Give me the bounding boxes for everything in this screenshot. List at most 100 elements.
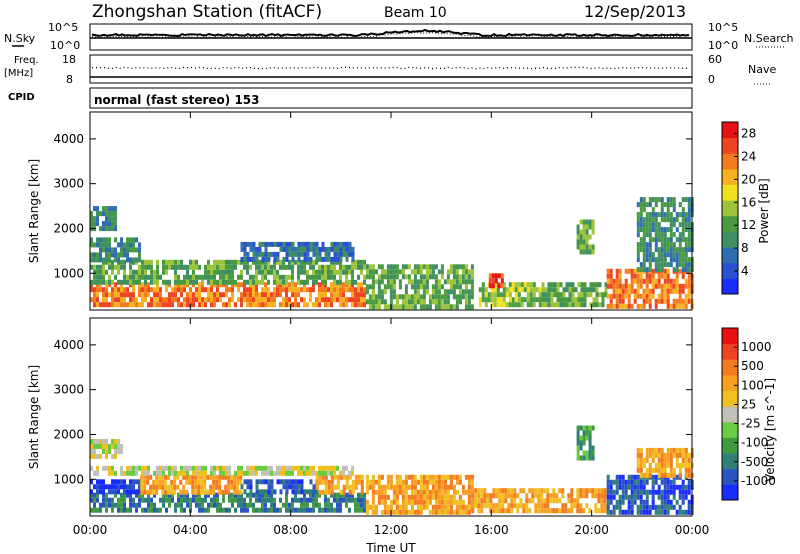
- power-cell: [380, 274, 384, 280]
- velocity-cell: [183, 497, 186, 503]
- power-cell: [168, 292, 171, 298]
- velocity-cell: [684, 467, 688, 473]
- power-cell: [228, 259, 231, 265]
- power-cell: [258, 269, 261, 275]
- power-cell: [660, 212, 664, 218]
- velocity-cell: [492, 493, 496, 499]
- velocity-colorbar-tick-label: -25: [741, 417, 761, 431]
- power-cell: [207, 279, 210, 285]
- power-cell: [660, 242, 664, 248]
- power-cell: [669, 202, 673, 208]
- velocity-cell: [380, 484, 384, 490]
- cpid-label: CPID: [8, 92, 35, 103]
- velocity-cell: [582, 430, 586, 436]
- velocity-cell: [222, 470, 225, 476]
- power-cell: [687, 232, 691, 238]
- power-cell: [147, 264, 150, 270]
- velocity-cell: [216, 497, 219, 503]
- power-cell: [377, 274, 381, 280]
- velocity-cell: [174, 502, 177, 508]
- velocity-cell: [633, 484, 637, 490]
- power-cell: [300, 241, 304, 247]
- velocity-cell: [561, 488, 565, 494]
- power-cell: [360, 264, 363, 270]
- power-cell: [666, 227, 670, 233]
- power-cell: [380, 299, 384, 305]
- power-cell: [156, 269, 159, 275]
- velocity-cell: [351, 492, 354, 498]
- power-cell: [496, 297, 500, 303]
- velocity-cell: [666, 484, 670, 490]
- power-cell: [276, 259, 279, 265]
- power-cell: [416, 294, 420, 300]
- power-cell: [458, 284, 462, 290]
- power-cell: [660, 207, 664, 213]
- power-cell: [348, 297, 351, 303]
- power-cell: [618, 268, 622, 274]
- velocity-cell: [132, 489, 135, 495]
- power-cell: [389, 279, 393, 285]
- power-cell: [210, 279, 213, 285]
- velocity-cell: [561, 493, 565, 499]
- velocity-cell: [201, 502, 204, 508]
- power-cell: [315, 246, 319, 252]
- station-title: Zhongshan Station (fitACF): [92, 2, 322, 22]
- power-cell: [517, 292, 521, 298]
- power-cell: [132, 279, 135, 285]
- velocity-cell: [218, 479, 222, 485]
- power-cell: [102, 274, 105, 280]
- velocity-cell: [446, 484, 450, 490]
- power-cell: [657, 298, 661, 304]
- power-cell: [654, 227, 658, 233]
- velocity-cell: [129, 479, 132, 485]
- velocity-cell: [609, 484, 613, 490]
- velocity-cell: [642, 479, 646, 485]
- power-cell: [123, 242, 126, 248]
- power-cell: [449, 284, 453, 290]
- power-cell: [306, 241, 310, 247]
- power-cell: [327, 256, 331, 262]
- velocity-cell: [458, 474, 462, 480]
- velocity-cell: [615, 489, 619, 495]
- power-cell: [321, 297, 324, 303]
- power-cell: [422, 264, 426, 270]
- power-cell: [642, 242, 646, 248]
- power-cell: [609, 293, 613, 299]
- velocity-cell: [591, 450, 595, 456]
- power-cell: [684, 222, 688, 228]
- power-cell: [583, 282, 587, 288]
- velocity-cell: [687, 462, 691, 468]
- power-cell: [162, 259, 165, 265]
- velocity-cell: [582, 440, 586, 446]
- power-cell: [261, 279, 264, 285]
- power-cell: [583, 287, 587, 293]
- power-cell: [389, 269, 393, 275]
- velocity-cell: [425, 479, 429, 485]
- velocity-cell: [612, 489, 616, 495]
- velocity-cell: [135, 470, 138, 476]
- power-cell: [336, 246, 340, 252]
- velocity-cell: [449, 484, 453, 490]
- power-cell: [576, 234, 580, 240]
- power-cell: [440, 299, 444, 305]
- power-cell: [615, 298, 619, 304]
- velocity-cell: [570, 503, 574, 509]
- velocity-cell: [312, 497, 315, 503]
- power-cell: [195, 274, 198, 280]
- power-cell: [464, 289, 468, 295]
- velocity-cell: [239, 474, 243, 480]
- velocity-cell: [102, 449, 105, 454]
- velocity-cell: [377, 479, 381, 485]
- velocity-cell: [627, 504, 631, 510]
- power-cell: [443, 294, 447, 300]
- power-cell: [339, 246, 343, 252]
- velocity-cell: [477, 488, 481, 494]
- power-cell: [276, 251, 280, 257]
- velocity-cell: [240, 492, 243, 498]
- power-cell: [556, 292, 560, 298]
- power-cell: [333, 269, 336, 275]
- velocity-cell: [306, 507, 309, 513]
- velocity-cell: [537, 503, 541, 509]
- velocity-cell: [467, 509, 471, 515]
- power-cell: [114, 216, 117, 222]
